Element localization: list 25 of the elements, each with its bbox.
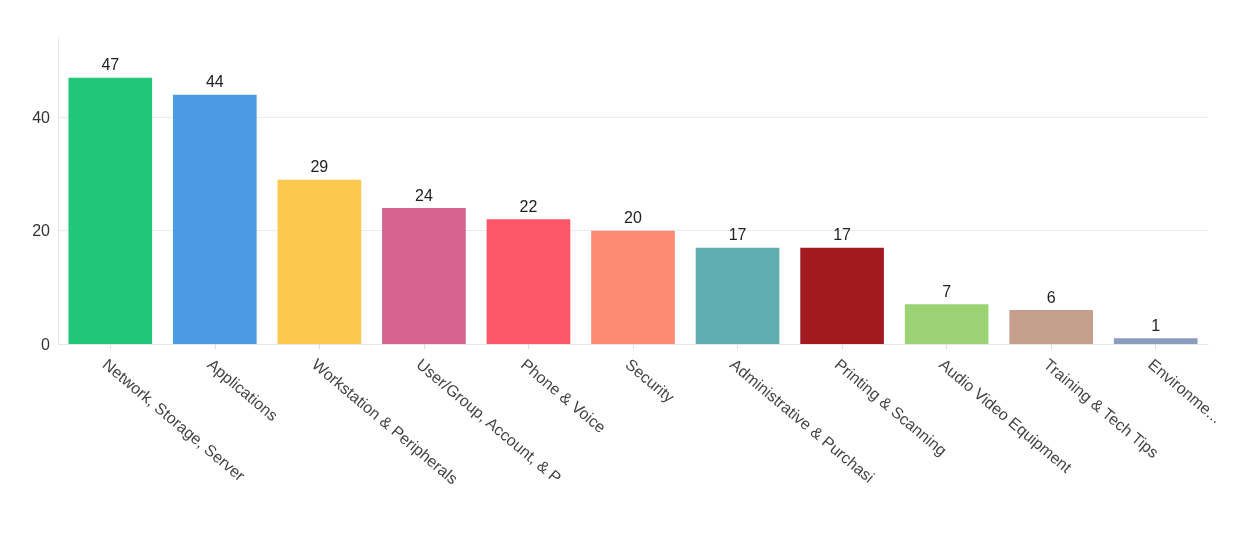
bar bbox=[591, 230, 675, 344]
y-tick-label: 0 bbox=[41, 335, 51, 353]
bar bbox=[173, 94, 257, 344]
data-label: 20 bbox=[624, 209, 642, 227]
data-label: 44 bbox=[205, 73, 224, 91]
data-label: 1 bbox=[1151, 316, 1161, 334]
data-label: 29 bbox=[310, 158, 329, 176]
y-tick-label: 20 bbox=[32, 222, 51, 240]
bar bbox=[800, 247, 884, 344]
bar bbox=[695, 247, 780, 344]
data-label: 17 bbox=[728, 226, 747, 244]
y-tick-label: 40 bbox=[32, 108, 51, 126]
bar bbox=[1113, 338, 1198, 344]
bar bbox=[486, 219, 571, 344]
data-label: 7 bbox=[942, 282, 952, 300]
bar bbox=[277, 179, 362, 344]
bar bbox=[904, 304, 989, 344]
data-label: 24 bbox=[415, 186, 433, 204]
bar bbox=[68, 77, 153, 344]
bar bbox=[382, 208, 466, 344]
data-label: 17 bbox=[833, 226, 852, 244]
data-label: 47 bbox=[101, 56, 120, 74]
bar bbox=[1009, 310, 1093, 344]
data-label: 22 bbox=[519, 197, 538, 215]
data-label: 6 bbox=[1046, 288, 1056, 306]
